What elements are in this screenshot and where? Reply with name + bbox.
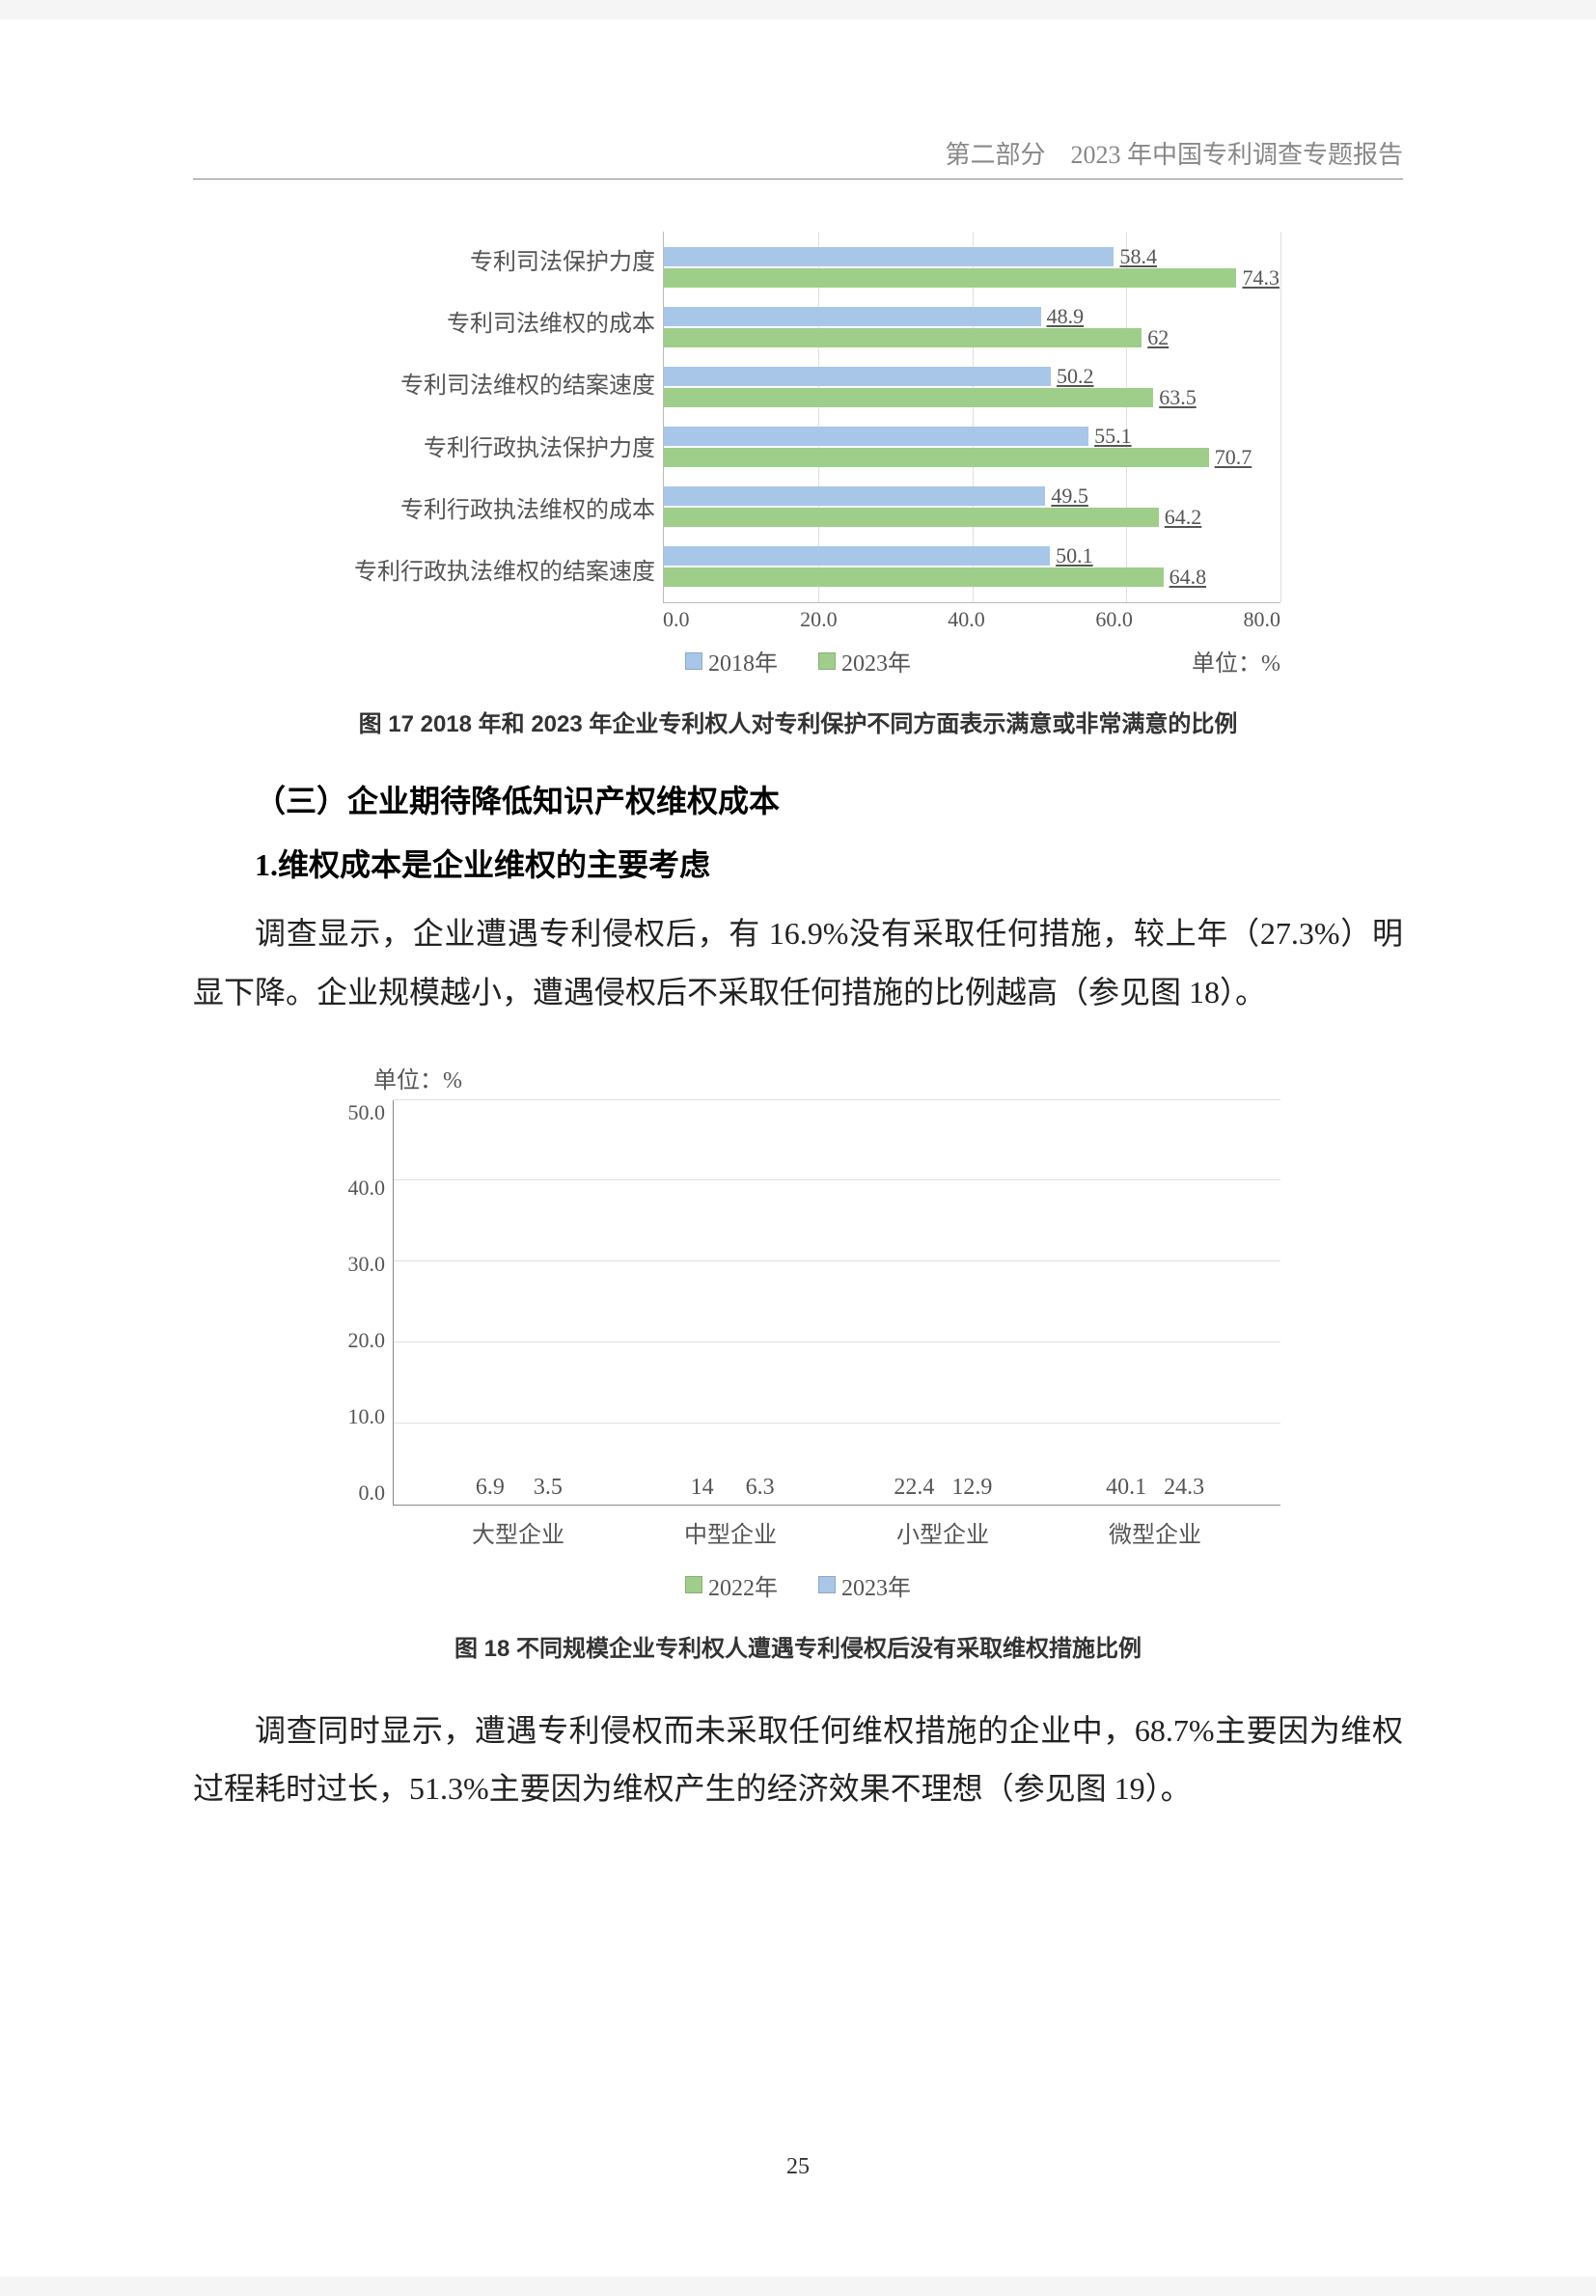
chart-18-legend: 2022年 2023年: [316, 1568, 1280, 1602]
figure-17-caption: 图 17 2018 年和 2023 年企业专利权人对专利保护不同方面表示满意或非…: [193, 705, 1403, 738]
body-paragraph: 调查同时显示，遭遇专利侵权而未采取任何维权措施的企业中，68.7%主要因为维权过…: [193, 1701, 1403, 1819]
chart-17-legend: 2018年 2023年 单位：%: [316, 644, 1280, 678]
chart-17: 专利司法保护力度 专利司法维权的成本 专利司法维权的结案速度 专利行政执法保护力…: [316, 232, 1280, 678]
chart-18-yaxis: 50.0 40.0 30.0 20.0 10.0 0.0: [316, 1100, 393, 1506]
figure-18-caption: 图 18 不同规模企业专利权人遭遇专利侵权后没有采取维权措施比例: [193, 1629, 1403, 1663]
chart-17-row: 50.2 63.5: [664, 357, 1280, 417]
body-paragraph: 调查显示，企业遭遇专利侵权后，有 16.9%没有采取任何措施，较上年（27.3%…: [193, 904, 1403, 1022]
chart-18-xlabels: 大型企业 中型企业 小型企业 微型企业: [393, 1515, 1280, 1549]
page-content: 专利司法保护力度 专利司法维权的成本 专利司法维权的结案速度 专利行政执法保护力…: [193, 232, 1403, 1818]
chart-17-unit: 单位：%: [1192, 644, 1280, 678]
chart-17-bars: 58.4 74.3 48.9 62 50.2 63.5 55.1 70.7: [663, 232, 1280, 603]
chart-17-xaxis: 0.0 20.0 40.0 60.0 80.0: [663, 607, 1280, 632]
legend-item: 2023年: [818, 644, 911, 678]
chart-18-area: 6.9 3.5 14 6.3 22.4 12.9 40.1 24.3: [393, 1100, 1280, 1506]
chart-17-row: 58.4 74.3: [664, 237, 1280, 297]
chart-17-row: 55.1 70.7: [664, 417, 1280, 477]
chart-17-row: 50.1 64.8: [664, 537, 1280, 596]
chart-17-ylabels: 专利司法保护力度 专利司法维权的成本 专利司法维权的结案速度 专利行政执法保护力…: [316, 232, 663, 603]
chart-18-unit: 单位：%: [373, 1061, 1280, 1094]
chart-17-row: 48.9 62: [664, 297, 1280, 357]
legend-item: 2023年: [818, 1568, 911, 1602]
subsection-heading: 1.维权成本是企业维权的主要考虑: [193, 841, 1403, 885]
section-heading: （三）企业期待降低知识产权维权成本: [193, 777, 1403, 821]
page-number: 25: [0, 2154, 1596, 2180]
legend-item: 2018年: [685, 644, 778, 678]
legend-item: 2022年: [685, 1568, 778, 1602]
chart-18-grid: [394, 1100, 1280, 1505]
chart-17-row: 49.5 64.2: [664, 477, 1280, 537]
page-header: 第二部分 2023 年中国专利调查专题报告: [945, 135, 1403, 171]
header-rule: [193, 179, 1403, 180]
chart-18: 单位：% 50.0 40.0 30.0 20.0 10.0 0.0 6.9: [316, 1061, 1280, 1602]
document-page: 第二部分 2023 年中国专利调查专题报告 专利司法保护力度 专利司法维权的成本…: [0, 19, 1596, 2277]
